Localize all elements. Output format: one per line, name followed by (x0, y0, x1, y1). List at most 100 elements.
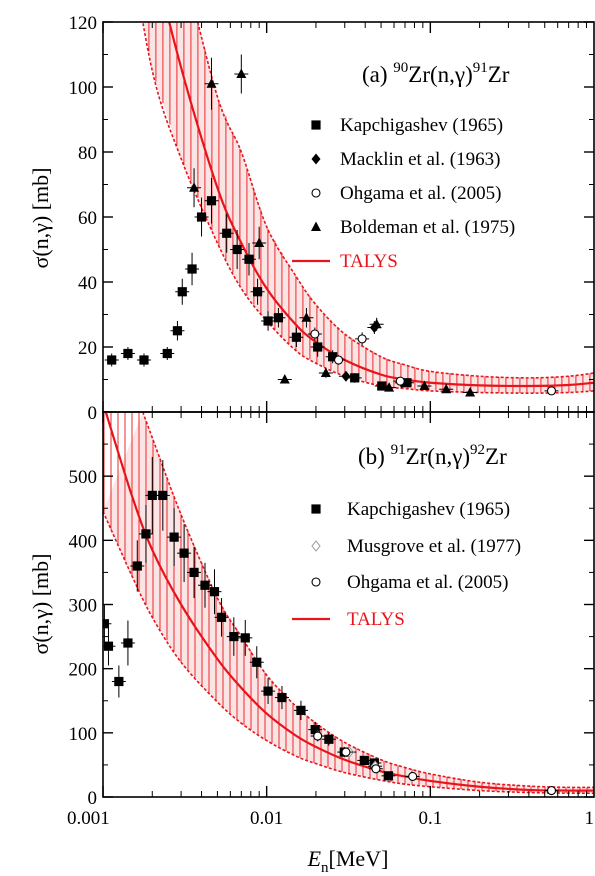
panel-a-title-sup2: 91 (473, 60, 488, 76)
data-point-kapchigashev-1965 (123, 638, 133, 648)
data-point-kapchigashev-1965 (216, 612, 227, 622)
data-point-kapchigashev-1965 (103, 641, 114, 651)
legend-label-talys: TALYS (347, 609, 405, 630)
panel-a-title-sup1: 90 (393, 60, 408, 76)
data-point-boldeman-et-al-1975 (441, 383, 452, 394)
data-point-kapchigashev-1965 (169, 532, 179, 542)
data-point-boldeman-et-al-1975 (206, 78, 217, 88)
legend-marker-open-circle (311, 577, 321, 587)
legend-marker-filled-triangle (311, 221, 321, 231)
data-point-kapchigashev-1965 (141, 529, 151, 539)
panel-a-title-mid: Zr(n,γ) (408, 62, 472, 87)
data-point-boldeman-et-al-1975 (279, 374, 290, 384)
data-point-boldeman-et-al-1975 (189, 182, 200, 192)
panel-b-ticks: 0 100 200 300 400 500 (69, 412, 594, 809)
data-point-boldeman-et-al-1975 (419, 380, 430, 390)
data-point-kapchigashev-1965 (200, 580, 210, 590)
legend-marker-open-circle (311, 188, 321, 198)
data-point-ohgama-et-al-2005 (341, 747, 351, 757)
data-point-kapchigashev-1965 (296, 705, 306, 715)
y-tick-label: 200 (69, 660, 98, 681)
data-point-ohgama-et-al-2005 (357, 334, 367, 344)
x-tick-labels: 0.001 0.01 0.1 1 (67, 808, 594, 829)
data-point-kapchigashev-1965 (222, 228, 232, 238)
data-point-kapchigashev-1965 (350, 373, 360, 383)
y-tick-label: 80 (78, 143, 97, 164)
x-tick-label: 1 (585, 808, 595, 829)
data-point-boldeman-et-al-1975 (384, 382, 395, 392)
data-point-kapchigashev-1965 (158, 490, 168, 501)
y-tick-label: 60 (78, 208, 97, 229)
legend-marker-filled-square (311, 120, 321, 130)
panel-a-title: (a) 90Zr(n,γ)91Zr (362, 60, 510, 87)
legend-label-talys: TALYS (340, 251, 398, 272)
data-point-kapchigashev-1965 (273, 313, 284, 323)
data-point-kapchigashev-1965 (114, 676, 124, 687)
data-point-macklin-et-al-1963 (341, 370, 351, 382)
panel-b-data-points (103, 456, 559, 796)
y-tick-label: 400 (69, 531, 98, 552)
data-point-kapchigashev-1965 (132, 561, 142, 571)
panel-a-title-prefix: (a) (362, 62, 393, 87)
data-point-boldeman-et-al-1975 (320, 367, 331, 377)
panel-a-ticks: 0 20 40 60 80 100 120 (69, 13, 594, 424)
data-point-ohgama-et-al-2005 (310, 329, 320, 339)
data-point-kapchigashev-1965 (206, 196, 217, 206)
panel-b-title-mid: Zr(n,γ) (406, 444, 470, 469)
data-point-kapchigashev-1965 (377, 381, 387, 391)
panel-a-title-end: Zr (488, 62, 510, 87)
data-point-boldeman-et-al-1975 (301, 312, 312, 322)
legend-label: Kapchigashev (1965) (347, 499, 510, 520)
y-tick-label: 0 (88, 788, 98, 809)
data-point-kapchigashev-1965 (139, 355, 149, 365)
data-point-kapchigashev-1965 (277, 692, 287, 703)
data-point-boldeman-et-al-1975 (465, 387, 476, 397)
x-axis-label: En[MeV] (307, 846, 389, 876)
legend-label: Boldeman et al. (1975) (340, 217, 515, 238)
talys-band-fill (103, 412, 594, 794)
data-point-kapchigashev-1965 (177, 287, 187, 297)
panel-b-y-axis-label: σ(n,γ) [mb] (28, 554, 53, 655)
data-point-kapchigashev-1965 (189, 567, 199, 578)
legend-label: Ohgama et al. (2005) (340, 183, 501, 204)
y-tick-label: 100 (69, 78, 98, 99)
x-tick-label: 0.001 (67, 808, 110, 829)
panel-a-y-axis-label: σ(n,γ) [mb] (28, 168, 53, 269)
talys-lower-bound (142, 22, 594, 394)
data-point-kapchigashev-1965 (263, 316, 273, 326)
data-point-ohgama-et-al-2005 (313, 731, 323, 741)
panel-b-title-sup1: 91 (391, 442, 406, 458)
x-axis-label-subscript: n (321, 860, 329, 876)
data-point-kapchigashev-1965 (103, 619, 110, 629)
y-tick-label: 40 (78, 273, 97, 294)
legend-label: Musgrove et al. (1977) (347, 536, 521, 557)
data-point-kapchigashev-1965 (310, 725, 320, 735)
panel-a-data-points (104, 54, 559, 397)
data-point-kapchigashev-1965 (328, 352, 338, 362)
data-point-kapchigashev-1965 (252, 657, 262, 667)
talys-central-line (167, 22, 594, 388)
data-point-kapchigashev-1965 (359, 755, 369, 766)
data-point-kapchigashev-1965 (187, 264, 197, 274)
legend-marker-filled-square (311, 504, 321, 514)
data-point-kapchigashev-1965 (244, 254, 254, 264)
panel-b-title-end: Zr (485, 444, 507, 469)
data-point-kapchigashev-1965 (383, 771, 394, 781)
data-point-kapchigashev-1965 (107, 355, 117, 365)
data-point-kapchigashev-1965 (263, 686, 273, 696)
legend-label: Kapchigashev (1965) (340, 115, 503, 136)
y-tick-label: 100 (69, 724, 98, 745)
data-point-ohgama-et-al-2005 (371, 764, 381, 774)
y-tick-label: 20 (78, 338, 97, 359)
data-point-kapchigashev-1965 (229, 631, 239, 642)
talys-lower-bound (103, 511, 594, 794)
data-point-kapchigashev-1965 (252, 287, 263, 297)
panel-b-title-sup2: 92 (470, 442, 485, 458)
data-point-kapchigashev-1965 (232, 244, 242, 255)
y-tick-label: 500 (69, 467, 98, 488)
panel-b-title-prefix: (b) (358, 444, 391, 469)
talys-band-fill (143, 22, 594, 394)
legend-marker-open-diamond (311, 540, 321, 552)
talys-central-line (104, 412, 594, 792)
